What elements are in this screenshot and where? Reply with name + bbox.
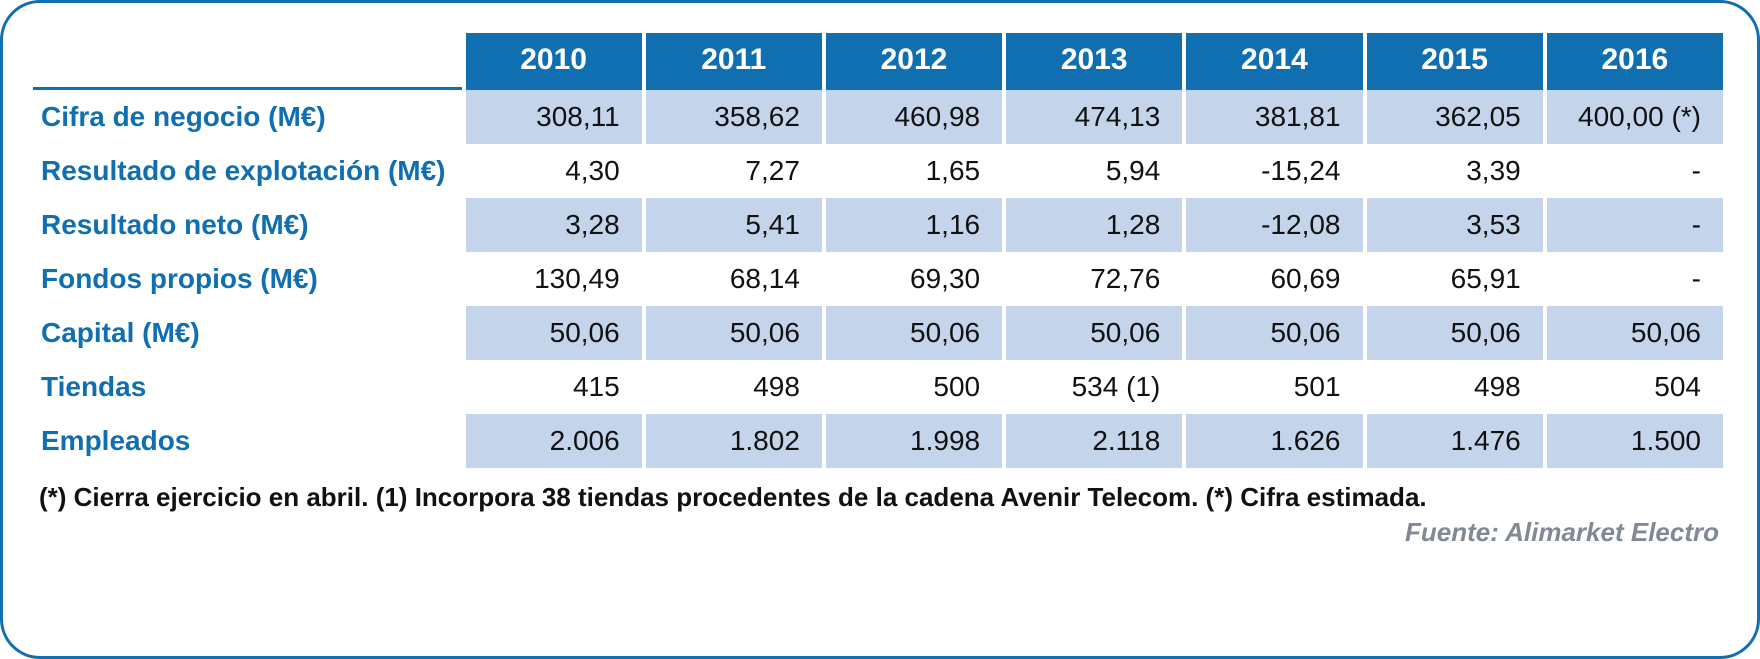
row-label: Tiendas [33, 360, 464, 414]
cell: 358,62 [644, 89, 824, 145]
cell: 69,30 [824, 252, 1004, 306]
cell: 50,06 [1184, 306, 1364, 360]
cell: 60,69 [1184, 252, 1364, 306]
cell: 4,30 [464, 144, 644, 198]
col-header: 2015 [1365, 33, 1545, 89]
row-label: Empleados [33, 414, 464, 468]
col-header: 2014 [1184, 33, 1364, 89]
cell: 498 [1365, 360, 1545, 414]
cell: 534 (1) [1004, 360, 1184, 414]
cell: - [1545, 252, 1725, 306]
cell: 1,16 [824, 198, 1004, 252]
table-row: Tiendas 415 498 500 534 (1) 501 498 504 [33, 360, 1725, 414]
cell: 1.626 [1184, 414, 1364, 468]
source-text: Fuente: Alimarket Electro [33, 517, 1727, 548]
table-row: Capital (M€) 50,06 50,06 50,06 50,06 50,… [33, 306, 1725, 360]
cell: 65,91 [1365, 252, 1545, 306]
cell: 415 [464, 360, 644, 414]
cell: -12,08 [1184, 198, 1364, 252]
cell: 362,05 [1365, 89, 1545, 145]
cell: 1,28 [1004, 198, 1184, 252]
cell: 500 [824, 360, 1004, 414]
col-header: 2016 [1545, 33, 1725, 89]
cell: 50,06 [464, 306, 644, 360]
cell: 1,65 [824, 144, 1004, 198]
cell: - [1545, 198, 1725, 252]
col-header: 2011 [644, 33, 824, 89]
cell: 2.006 [464, 414, 644, 468]
cell: 68,14 [644, 252, 824, 306]
table-row: Cifra de negocio (M€) 308,11 358,62 460,… [33, 89, 1725, 145]
cell: 460,98 [824, 89, 1004, 145]
cell: 381,81 [1184, 89, 1364, 145]
cell: 130,49 [464, 252, 644, 306]
row-label: Resultado neto (M€) [33, 198, 464, 252]
financial-table: 2010 2011 2012 2013 2014 2015 2016 Cifra… [33, 33, 1727, 468]
row-label: Resultado de explotación (M€) [33, 144, 464, 198]
cell: 7,27 [644, 144, 824, 198]
cell: 3,53 [1365, 198, 1545, 252]
table-row: Resultado de explotación (M€) 4,30 7,27 … [33, 144, 1725, 198]
table-row: Resultado neto (M€) 3,28 5,41 1,16 1,28 … [33, 198, 1725, 252]
table-row: Empleados 2.006 1.802 1.998 2.118 1.626 … [33, 414, 1725, 468]
cell: 498 [644, 360, 824, 414]
cell: 50,06 [1004, 306, 1184, 360]
cell: 308,11 [464, 89, 644, 145]
row-label: Fondos propios (M€) [33, 252, 464, 306]
cell: 474,13 [1004, 89, 1184, 145]
cell: 50,06 [824, 306, 1004, 360]
cell: - [1545, 144, 1725, 198]
row-label: Capital (M€) [33, 306, 464, 360]
cell: 1.998 [824, 414, 1004, 468]
col-header: 2010 [464, 33, 644, 89]
cell: 50,06 [1365, 306, 1545, 360]
cell: 400,00 (*) [1545, 89, 1725, 145]
col-header: 2012 [824, 33, 1004, 89]
cell: 50,06 [1545, 306, 1725, 360]
col-header: 2013 [1004, 33, 1184, 89]
financial-table-card: 2010 2011 2012 2013 2014 2015 2016 Cifra… [0, 0, 1760, 659]
table-row: Fondos propios (M€) 130,49 68,14 69,30 7… [33, 252, 1725, 306]
cell: 504 [1545, 360, 1725, 414]
cell: 1.476 [1365, 414, 1545, 468]
cell: 5,41 [644, 198, 824, 252]
cell: 72,76 [1004, 252, 1184, 306]
cell: 1.500 [1545, 414, 1725, 468]
cell: 50,06 [644, 306, 824, 360]
cell: 2.118 [1004, 414, 1184, 468]
row-label: Cifra de negocio (M€) [33, 89, 464, 145]
header-empty [33, 33, 464, 89]
cell: -15,24 [1184, 144, 1364, 198]
table-header-row: 2010 2011 2012 2013 2014 2015 2016 [33, 33, 1725, 89]
cell: 3,28 [464, 198, 644, 252]
cell: 5,94 [1004, 144, 1184, 198]
cell: 501 [1184, 360, 1364, 414]
footnote-text: (*) Cierra ejercicio en abril. (1) Incor… [33, 482, 1727, 513]
cell: 3,39 [1365, 144, 1545, 198]
cell: 1.802 [644, 414, 824, 468]
